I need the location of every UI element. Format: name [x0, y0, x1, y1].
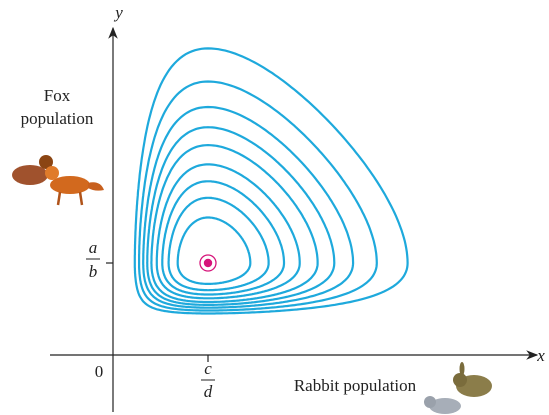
x-tick-denominator: d [204, 382, 213, 401]
trajectory [138, 80, 378, 312]
trajectory [133, 47, 409, 315]
trajectory [167, 196, 270, 292]
fox-label: Fox [44, 86, 71, 105]
rabbit-label: Rabbit population [294, 376, 417, 395]
equilibrium-ring [199, 254, 217, 272]
trajectories [133, 47, 409, 315]
trajectory [146, 126, 336, 306]
equilibrium-point [203, 258, 213, 268]
x-axis-label: x [536, 346, 545, 365]
y-tick-denominator: b [89, 262, 98, 281]
x-tick-numerator: c [204, 359, 212, 378]
trajectory [142, 105, 355, 309]
trajectory [176, 216, 252, 285]
fox-label: population [21, 109, 94, 128]
fox-icon [12, 155, 104, 206]
y-tick-numerator: a [89, 238, 98, 257]
rabbit-icon [424, 362, 492, 414]
origin-label: 0 [95, 362, 104, 381]
trajectory [150, 143, 319, 304]
trajectory [155, 163, 301, 300]
trajectory [161, 180, 286, 296]
y-axis-label: y [113, 3, 123, 22]
